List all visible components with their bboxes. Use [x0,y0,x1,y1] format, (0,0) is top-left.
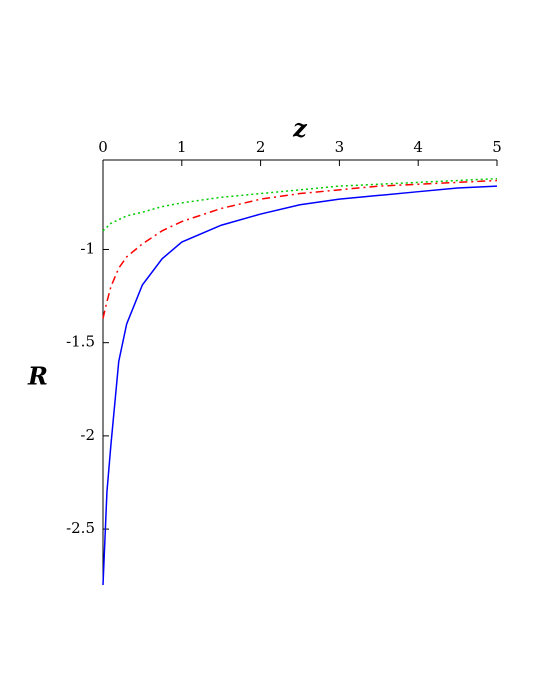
y-tick-label: -1 [80,239,95,257]
x-tick-label: 3 [335,138,345,156]
x-tick-label: 4 [413,138,423,156]
curve [102,177,498,232]
y-axis-title: R [27,362,48,391]
y-tick-label: -2 [80,426,95,444]
x-axis-title: z [292,114,308,143]
y-tick-label: -1.5 [66,333,95,351]
y-tick-label: -2.5 [66,519,95,537]
curve [102,185,498,586]
x-tick-label: 0 [98,138,108,156]
x-tick-label: 5 [492,138,502,156]
x-tick-label: 1 [177,138,187,156]
x-tick-label: 2 [256,138,266,156]
curve [102,179,498,319]
